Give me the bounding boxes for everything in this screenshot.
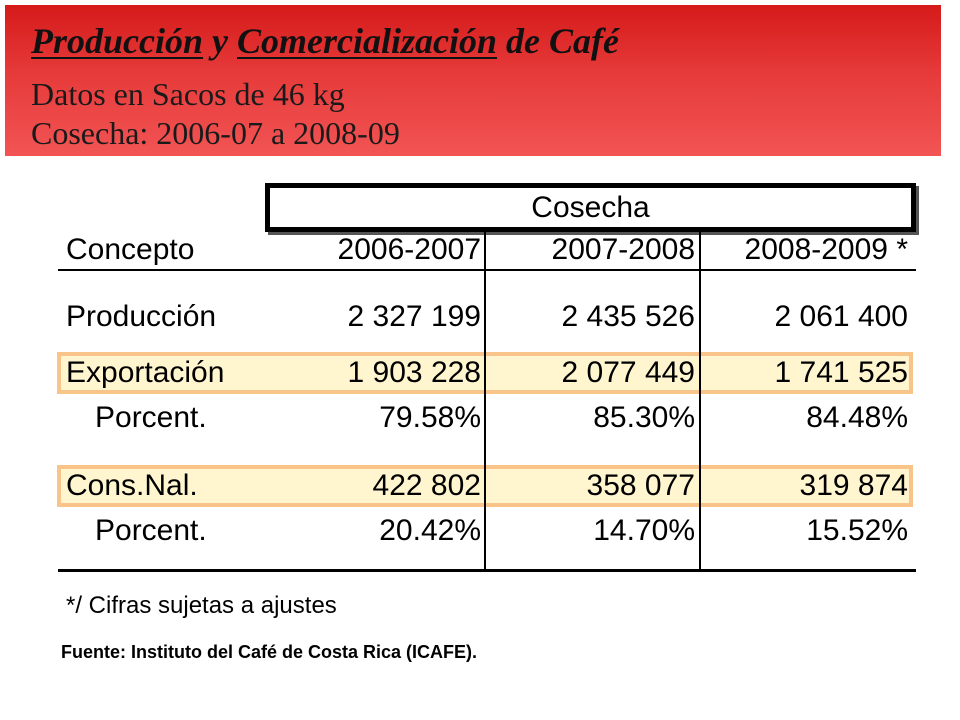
row-label-porcent-cons: Porcent. [95, 514, 207, 547]
cosecha-group-header: Cosecha [265, 183, 916, 232]
column-divider-2 [699, 232, 701, 571]
cell-exportacion-2007-2008: 2 077 449 [561, 356, 695, 389]
title-tail-de-cafe: de Café [497, 21, 619, 61]
cell-cons-nal-2006-2007: 422 802 [372, 469, 481, 502]
column-header-concepto: Concepto [66, 233, 195, 266]
row-label-cons-nal: Cons.Nal. [66, 469, 198, 502]
header-divider [58, 269, 916, 271]
cell-porcent-cons-2006-2007: 20.42% [379, 514, 481, 547]
cell-porcent-export-2007-2008: 85.30% [593, 401, 695, 434]
slide-title: Producción y Comercialización de Café [31, 19, 619, 63]
footnote: */ Cifras sujetas a ajustes [66, 592, 337, 619]
column-header-2007-2008: 2007-2008 [551, 233, 695, 266]
cell-produccion-2006-2007: 2 327 199 [347, 300, 481, 333]
cell-produccion-2007-2008: 2 435 526 [561, 300, 695, 333]
subtitle-units: Datos en Sacos de 46 kg [31, 76, 345, 112]
title-banner: Producción y Comercialización de Café Da… [5, 5, 941, 156]
subtitle-period: Cosecha: 2006-07 a 2008-09 [31, 115, 400, 151]
column-header-2006-2007: 2006-2007 [337, 233, 481, 266]
cell-cons-nal-2007-2008: 358 077 [586, 469, 695, 502]
table-bottom-rule [58, 569, 916, 572]
cell-porcent-export-2008-2009: 84.48% [806, 401, 908, 434]
row-label-produccion: Producción [66, 300, 217, 333]
cell-porcent-export-2006-2007: 79.58% [379, 401, 481, 434]
column-header-2008-2009: 2008-2009 * [744, 233, 908, 266]
title-connector-y: y [203, 21, 237, 61]
cell-exportacion-2006-2007: 1 903 228 [347, 356, 481, 389]
row-label-exportacion: Exportación [66, 356, 225, 389]
row-label-porcent-export: Porcent. [95, 401, 207, 434]
cell-exportacion-2008-2009: 1 741 525 [774, 356, 908, 389]
cell-produccion-2008-2009: 2 061 400 [774, 300, 908, 333]
cell-cons-nal-2008-2009: 319 874 [799, 469, 908, 502]
cell-porcent-cons-2008-2009: 15.52% [806, 514, 908, 547]
source-note: Fuente: Instituto del Café de Costa Rica… [61, 642, 478, 662]
title-word-produccion: Producción [31, 21, 204, 61]
title-word-comercializacion: Comercialización [237, 21, 497, 61]
column-divider-1 [484, 232, 486, 571]
cell-porcent-cons-2007-2008: 14.70% [593, 514, 695, 547]
